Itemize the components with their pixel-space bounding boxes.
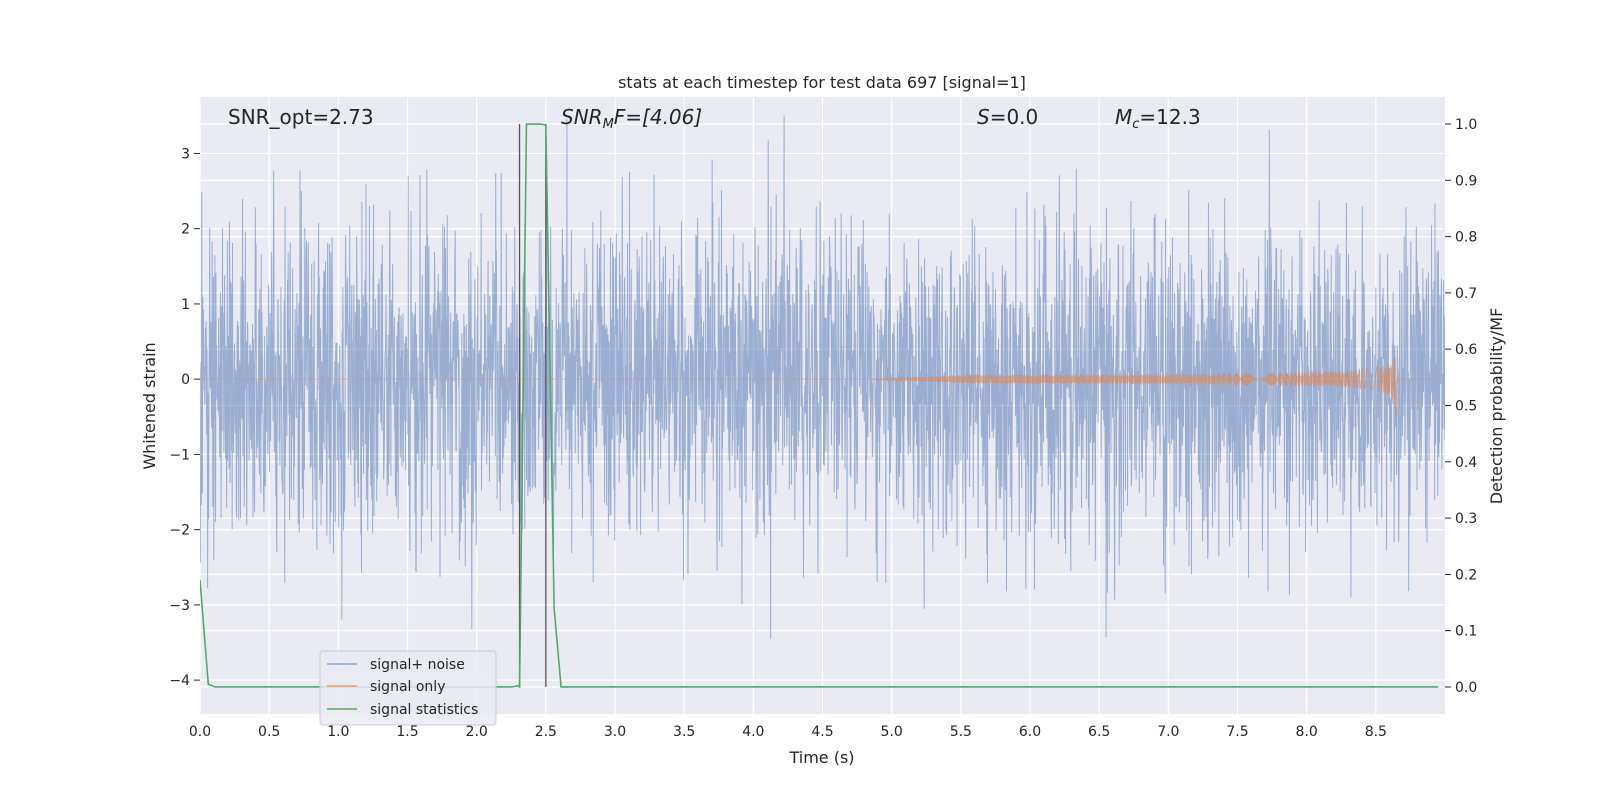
- y2-tick-label: 0.3: [1455, 511, 1477, 527]
- y2-tick-label: 0.1: [1455, 624, 1477, 640]
- legend-label-signal-statistics: signal statistics: [370, 702, 478, 718]
- y-axis-label: Whitened strain: [140, 342, 159, 469]
- y2-tick-label: 0.7: [1455, 286, 1477, 302]
- x-tick-label: 2.5: [535, 724, 557, 740]
- x-tick-label: 8.0: [1296, 724, 1318, 740]
- y-tick-label: −1: [169, 447, 190, 463]
- legend: signal+ noise signal only signal statist…: [319, 650, 497, 726]
- y2-tick-label: 1.0: [1455, 117, 1477, 133]
- x-tick-label: 6.0: [1019, 724, 1041, 740]
- y2-tick-labels: 0.0 0.1 0.2 0.3 0.4 0.5 0.6 0.7 0.8 0.9 1.0: [1445, 117, 1477, 696]
- snr-mf-annotation: SNRMF=[4.06]: [561, 105, 702, 132]
- vertical-markers: [518, 124, 547, 687]
- x-tick-label: 8.5: [1365, 724, 1387, 740]
- y2-tick-label: 0.0: [1455, 680, 1477, 696]
- y2-axis-label: Detection probability/MF: [1487, 308, 1506, 505]
- y-tick-label: 2: [181, 222, 190, 238]
- y2-tick-label: 0.9: [1455, 173, 1477, 189]
- x-tick-label: 0.0: [189, 724, 211, 740]
- x-tick-label: 7.0: [1157, 724, 1179, 740]
- snr-mf-rest: F=[4.06]: [614, 105, 702, 129]
- signal-plus-noise-line: [200, 115, 1445, 639]
- s-main: S: [977, 105, 990, 129]
- x-tick-label: 6.5: [1088, 724, 1110, 740]
- legend-label-signal-plus-noise: signal+ noise: [370, 657, 465, 673]
- y-tick-label: 1: [181, 297, 190, 313]
- snr-opt-annotation: SNR_opt=2.73: [228, 105, 374, 129]
- mc-main: M: [1115, 105, 1132, 129]
- snr-mf-subscript: M: [603, 117, 614, 132]
- mc-annotation: Mc=12.3: [1115, 105, 1201, 132]
- x-tick-label: 0.5: [258, 724, 280, 740]
- y-tick-label: −4: [169, 673, 190, 689]
- x-tick-label: 7.5: [1226, 724, 1248, 740]
- x-axis-label: Time (s): [788, 748, 854, 767]
- y2-tick-label: 0.2: [1455, 567, 1477, 583]
- legend-label-signal-only: signal only: [370, 679, 445, 695]
- x-tick-label: 2.0: [466, 724, 488, 740]
- y2-tick-label: 0.5: [1455, 399, 1477, 415]
- mc-rest: =12.3: [1139, 105, 1200, 129]
- s-rest: =0.0: [990, 105, 1039, 129]
- x-tick-label: 5.0: [881, 724, 903, 740]
- x-tick-label: 3.0: [604, 724, 626, 740]
- y-tick-labels: −4 −3 −2 −1 0 1 2 3: [169, 146, 200, 689]
- x-tick-label: 4.5: [811, 724, 833, 740]
- legend-box: [319, 650, 497, 726]
- x-tick-label: 3.5: [673, 724, 695, 740]
- chart-title: stats at each timestep for test data 697…: [618, 73, 1026, 92]
- x-tick-label: 1.0: [327, 724, 349, 740]
- x-tick-labels: 0.0 0.5 1.0 1.5 2.0 2.5 3.0 3.5 4.0 4.5 5.0 5.5 6.0 6…: [189, 724, 1387, 740]
- x-tick-label: 5.5: [950, 724, 972, 740]
- y2-tick-label: 0.6: [1455, 342, 1477, 358]
- x-tick-label: 4.0: [742, 724, 764, 740]
- signal-statistics-line: [200, 123, 1439, 689]
- y-tick-label: −2: [169, 523, 190, 539]
- signal-only-line: [200, 357, 1445, 417]
- y-tick-label: 0: [181, 372, 190, 388]
- y-tick-label: 3: [181, 146, 190, 162]
- mc-subscript: c: [1132, 117, 1139, 132]
- x-tick-label: 1.5: [396, 724, 418, 740]
- y2-tick-label: 0.4: [1455, 455, 1477, 471]
- y-tick-label: −3: [169, 598, 190, 614]
- snr-mf-main: SNR: [561, 105, 603, 129]
- s-annotation: S=0.0: [977, 105, 1038, 129]
- y2-tick-label: 0.8: [1455, 230, 1477, 246]
